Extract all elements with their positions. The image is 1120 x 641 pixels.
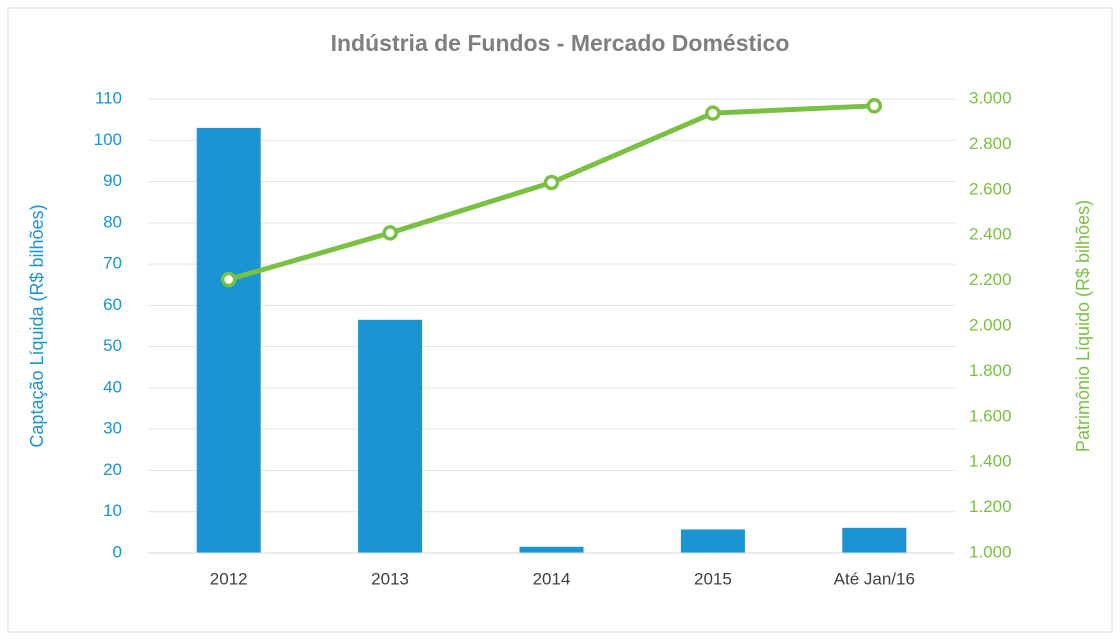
y-tick-label: 50 bbox=[103, 336, 122, 355]
y2-tick-label: 1.800 bbox=[969, 361, 1012, 380]
y2-tick-label: 2.000 bbox=[969, 315, 1012, 334]
y2-axis-label: Patrimônio Líquido (R$ bilhões) bbox=[1073, 200, 1093, 452]
y-tick-label: 80 bbox=[103, 212, 122, 231]
y-tick-label: 90 bbox=[103, 171, 122, 190]
chart-border bbox=[7, 7, 1113, 633]
y2-tick-label: 3.000 bbox=[969, 88, 1012, 107]
y-tick-label: 10 bbox=[103, 501, 122, 520]
x-tick-label: Até Jan/16 bbox=[834, 569, 915, 588]
y-tick-label: 30 bbox=[103, 419, 122, 438]
x-tick-label: 2013 bbox=[371, 569, 409, 588]
line-marker bbox=[705, 105, 721, 121]
bar bbox=[842, 527, 907, 553]
x-tick-label: 2012 bbox=[210, 569, 248, 588]
bar bbox=[680, 529, 745, 553]
y-tick-label: 0 bbox=[113, 542, 122, 561]
y2-tick-label: 1.000 bbox=[969, 542, 1012, 561]
y2-tick-label: 1.200 bbox=[969, 497, 1012, 516]
y2-tick-label: 2.800 bbox=[969, 134, 1012, 153]
bar bbox=[519, 546, 584, 553]
line-marker bbox=[382, 225, 398, 241]
line-marker bbox=[543, 174, 560, 191]
bar bbox=[358, 319, 423, 553]
y-tick-label: 110 bbox=[95, 88, 122, 107]
line-marker bbox=[866, 98, 883, 114]
y2-tick-label: 2.200 bbox=[969, 270, 1012, 289]
y-tick-label: 40 bbox=[103, 377, 122, 396]
line-marker bbox=[220, 271, 237, 288]
y-axis-label: Captação Líquida (R$ bilhões) bbox=[27, 204, 47, 447]
y2-tick-label: 1.400 bbox=[969, 452, 1012, 471]
y-tick-label: 20 bbox=[103, 460, 122, 479]
y2-tick-label: 2.400 bbox=[969, 225, 1012, 244]
y-tick-label: 100 bbox=[94, 130, 122, 149]
y2-tick-label: 2.600 bbox=[969, 179, 1012, 198]
y-tick-label: 70 bbox=[103, 254, 122, 273]
chart-title: Indústria de Fundos - Mercado Doméstico bbox=[331, 30, 790, 56]
x-tick-label: 2014 bbox=[533, 569, 571, 588]
y-tick-label: 60 bbox=[103, 295, 122, 314]
y2-tick-label: 1.600 bbox=[969, 406, 1012, 425]
bar bbox=[196, 127, 261, 554]
x-tick-label: 2015 bbox=[694, 569, 732, 588]
